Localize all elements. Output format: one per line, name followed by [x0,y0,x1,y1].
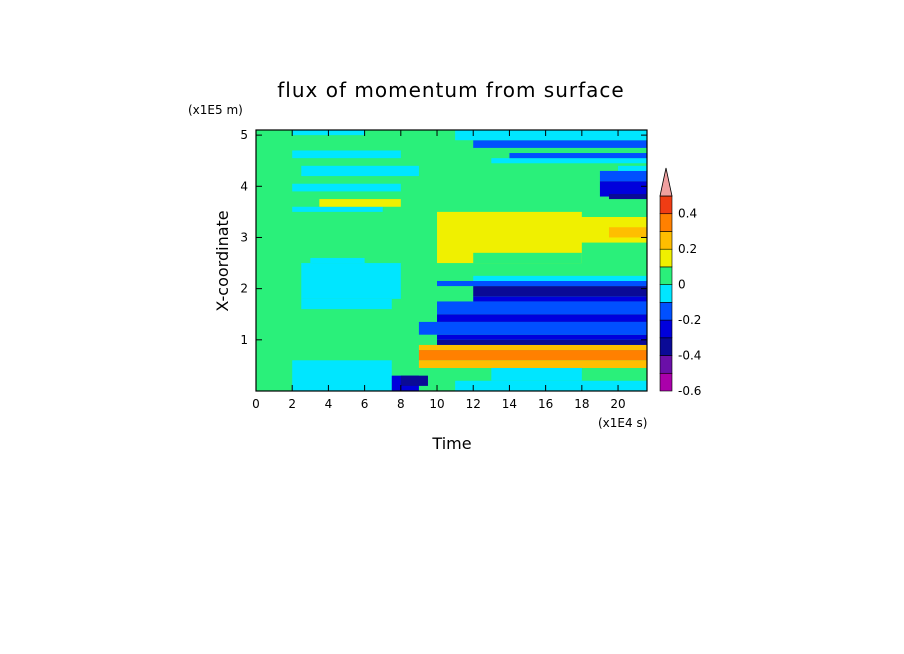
y-unit-label: (x1E5 m) [188,103,243,117]
heatmap-region-11 [400,375,428,386]
x-tick-label: 6 [361,397,369,411]
colorbar-segment [659,213,673,232]
y-tick-label: 4 [240,179,248,193]
heatmap-region-29 [608,227,647,238]
heatmap-region-7 [301,165,419,177]
colorbar-label: -0.2 [678,313,701,327]
colorbar-label: 0.2 [678,242,697,256]
colorbar-label: -0.4 [678,349,701,363]
x-axis-title: Time [431,434,471,453]
heatmap-region-19 [437,301,647,315]
plot-frame [255,129,648,392]
x-tick-label: 12 [466,397,481,411]
colorbar-segment [659,337,673,356]
colorbar-segment [659,266,673,285]
heatmap-region-2 [301,298,392,310]
heatmap-cells [256,130,647,391]
colorbar-segment [659,284,673,303]
x-tick-label: 16 [538,397,553,411]
colorbar-segment [659,319,673,339]
colorbar-label: 0.4 [678,207,697,221]
heatmap-region-15 [437,339,647,345]
heatmap-region-20 [473,296,647,302]
colorbar-segment [659,372,673,392]
heatmap-region-14 [418,360,647,368]
colorbar-segment [659,231,673,250]
x-tick-label: 18 [574,397,589,411]
x-tick-label: 10 [429,397,444,411]
colorbar-segment [659,355,673,374]
heatmap-region-27 [473,252,582,264]
heatmap-region-32 [509,153,647,159]
x-tick-label: 0 [252,397,260,411]
colorbar: -0.6 -0.4 -0.2 0 0.2 0.4 [659,167,701,398]
heatmap-region-24 [455,380,647,391]
heatmap-region-23 [473,275,647,281]
heatmap-region-5 [292,206,383,212]
heatmap-region-3 [301,263,401,299]
x-tick-label: 8 [397,397,405,411]
heatmap-region-38 [618,165,647,171]
y-tick-label: 2 [240,282,248,296]
x-unit-label: (x1E4 s) [598,416,647,430]
colorbar-segment [659,195,673,215]
heatmap-region-18 [437,314,647,322]
colorbar-segment [659,302,673,321]
y-tick-label: 5 [240,128,248,142]
heatmap-region-16 [437,334,647,340]
colorbar-label: -0.6 [678,384,701,398]
x-tick-label: 2 [288,397,296,411]
heatmap-region-35 [599,181,647,197]
heatmap-region-1 [292,360,392,391]
x-tick-label: 20 [610,397,625,411]
heatmap-region-4 [310,257,365,264]
chart-title: flux of momentum from surface [277,78,624,102]
heatmap-region-8 [292,150,401,159]
heatmap-region-13 [418,350,647,361]
x-axis: 0 2 4 6 8 10 12 14 16 18 20 [252,130,626,411]
y-axis: 1 2 3 4 5 [240,128,647,347]
y-tick-label: 1 [240,333,248,347]
y-axis-title: X-coordinate [213,210,232,311]
heatmap-region-12 [418,344,647,351]
heatmap-region-36 [608,193,647,200]
heatmap-region-31 [491,158,647,164]
heatmap-region-21 [473,286,647,297]
colorbar-extend-arrow [659,167,673,197]
x-tick-label: 4 [325,397,333,411]
heatmap-region-33 [473,140,647,148]
colorbar-label: 0 [678,278,686,292]
heatmap-region-30 [319,199,401,207]
heatmap-region-17 [418,321,647,335]
y-tick-label: 3 [240,230,248,244]
heatmap-region-34 [455,130,647,141]
heatmap-region-37 [599,170,647,182]
x-tick-label: 14 [502,397,517,411]
heatmap-region-6 [292,183,401,192]
heatmap-region-22 [437,280,647,287]
colorbar-segment [659,248,673,268]
heatmap-region-25 [491,367,582,381]
